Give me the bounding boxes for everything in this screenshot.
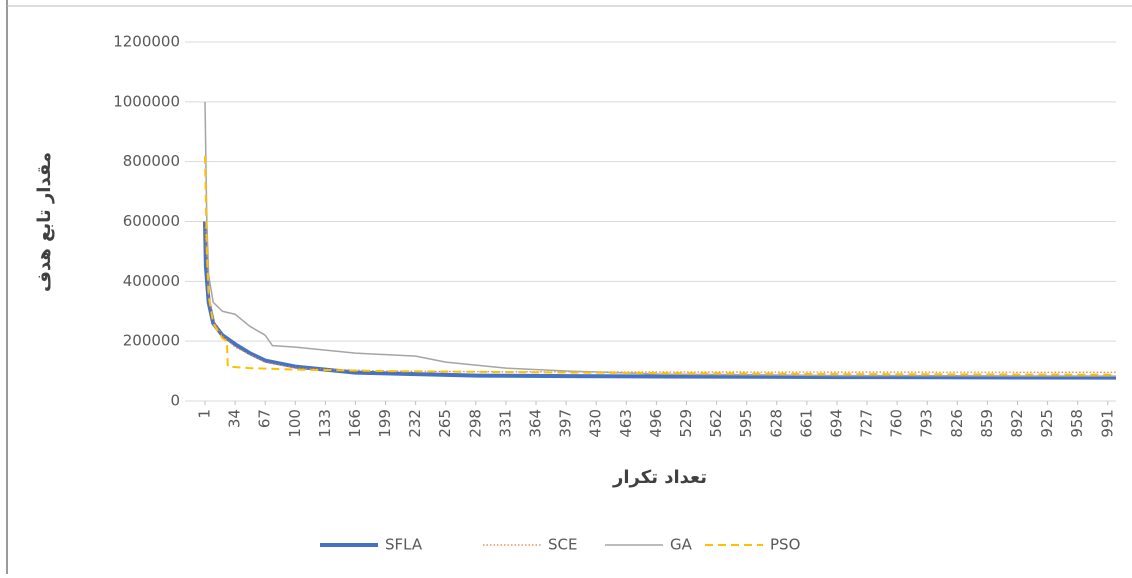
x-tick-label: 793: [918, 409, 936, 438]
x-tick-label: 958: [1068, 409, 1086, 438]
y-tick-label: 1200000: [113, 33, 180, 51]
x-tick-label: 892: [1008, 409, 1026, 438]
x-tick-label: 430: [587, 409, 605, 438]
x-tick-label: 496: [647, 409, 665, 438]
legend-label: PSO: [770, 536, 800, 554]
y-tick-label: 400000: [123, 272, 180, 290]
x-tick-label: 100: [286, 409, 304, 438]
y-tick-label: 0: [170, 392, 180, 410]
x-tick-label: 694: [827, 409, 845, 438]
x-tick-label: 661: [797, 409, 815, 438]
x-tick-label: 232: [406, 409, 424, 438]
series-line: [204, 101, 1117, 377]
x-tick-label: 67: [256, 409, 274, 428]
x-tick-label: 628: [767, 409, 785, 438]
y-axis-title: مقدار تابع هدف: [34, 152, 55, 292]
x-tick-label: 265: [436, 409, 454, 438]
x-tick-label: 298: [466, 409, 484, 438]
x-tick-label: 133: [316, 409, 334, 438]
y-tick-label: 200000: [123, 332, 180, 350]
x-tick-label: 859: [978, 409, 996, 438]
x-tick-label: 925: [1038, 409, 1056, 438]
x-tick-label: 529: [677, 409, 695, 438]
x-tick-label: 1: [196, 409, 214, 419]
x-tick-label: 727: [858, 409, 876, 438]
legend-label: SCE: [548, 536, 577, 554]
x-tick-label: 991: [1098, 409, 1116, 438]
y-tick-label: 1000000: [113, 92, 180, 110]
x-tick-label: 463: [617, 409, 635, 438]
x-tick-label: 397: [557, 409, 575, 438]
y-tick-label: 600000: [123, 212, 180, 230]
y-tick-label: 800000: [123, 152, 180, 170]
legend-label: GA: [670, 536, 693, 554]
x-tick-label: 364: [527, 409, 545, 438]
x-tick-label: 331: [496, 409, 514, 438]
x-tick-label: 199: [376, 409, 394, 438]
x-tick-label: 595: [737, 409, 755, 438]
x-tick-label: 760: [888, 409, 906, 438]
x-tick-label: 562: [707, 409, 725, 438]
x-tick-label: 826: [948, 409, 966, 438]
x-tick-label: 166: [346, 409, 364, 438]
x-axis-title: تعداد تکرار: [612, 467, 707, 488]
x-tick-label: 34: [226, 409, 244, 428]
legend-label: SFLA: [385, 536, 423, 554]
